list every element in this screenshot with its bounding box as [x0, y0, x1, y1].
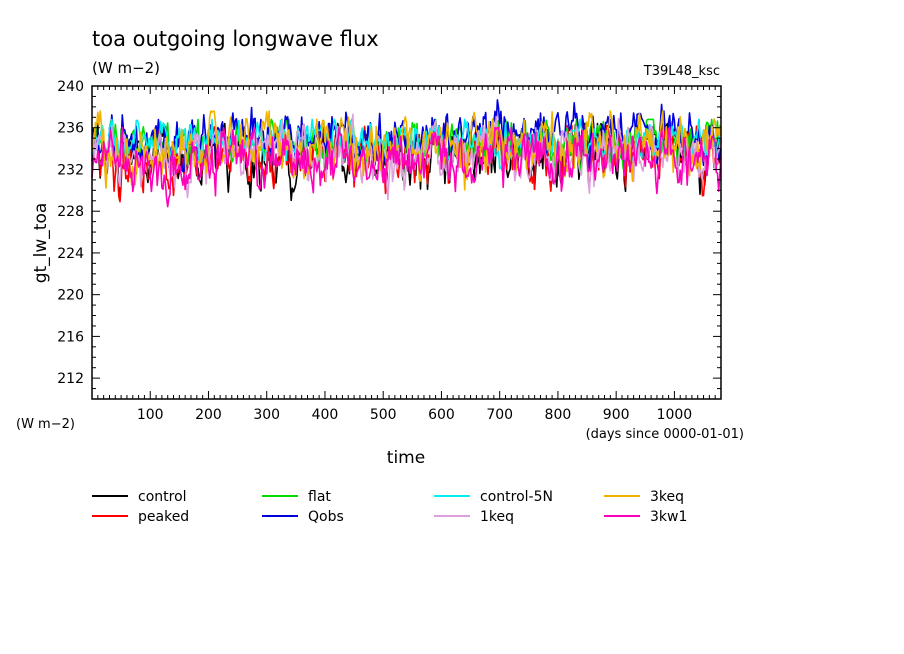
- y-tick-label: 228: [57, 204, 84, 220]
- y-unit-label: (W m−2): [16, 417, 75, 432]
- legend-item-3keq: 3keq: [604, 489, 684, 505]
- x-tick-label: 600: [428, 407, 455, 423]
- x-tick-label: 1000: [657, 407, 693, 423]
- y-tick-label: 224: [57, 246, 84, 262]
- legend-item-peaked: peaked: [92, 509, 189, 525]
- run-label: T39L48_ksc: [643, 64, 720, 79]
- x-tick-label: 500: [370, 407, 397, 423]
- legend-label: flat: [308, 489, 331, 505]
- y-tick-label: 220: [57, 288, 84, 304]
- tick-layer: 100 200 300 400 500 600 700 800 900 1000 212 216 220…: [57, 79, 722, 423]
- x-tick-label: 100: [137, 407, 164, 423]
- plot-frame: [91, 85, 722, 400]
- x-unit-label: (days since 0000-01-01): [586, 427, 744, 442]
- legend-item-control: control: [92, 489, 187, 505]
- chart-title: toa outgoing longwave flux: [92, 27, 379, 51]
- legend-label: 3kw1: [650, 509, 687, 525]
- y-axis-label: gt_lw_toa: [31, 203, 51, 284]
- series-line-3kw1: [91, 126, 722, 208]
- legend-label: peaked: [138, 509, 189, 525]
- y-tick-label: 232: [57, 162, 84, 178]
- legend-item-3kw1: 3kw1: [604, 509, 687, 525]
- legend-item-flat: flat: [262, 489, 331, 505]
- legend-label: control: [138, 489, 187, 505]
- y-tick-label: 240: [57, 79, 84, 95]
- x-tick-label: 200: [195, 407, 222, 423]
- x-tick-label: 300: [253, 407, 280, 423]
- y-tick-label: 212: [57, 371, 84, 387]
- legend-item-control-5N: control-5N: [434, 489, 553, 505]
- legend-item-1keq: 1keq: [434, 509, 514, 525]
- chart-subtitle-units: (W m−2): [92, 59, 160, 77]
- x-axis-label: time: [387, 448, 425, 468]
- y-tick-label: 216: [57, 329, 84, 345]
- legend-label: Qobs: [308, 509, 344, 525]
- legend: control peaked flat Qobs control-5N 1keq 3keq 3…: [92, 489, 687, 525]
- x-tick-label: 700: [486, 407, 513, 423]
- series-layer: [91, 99, 722, 208]
- legend-label: 3keq: [650, 489, 684, 505]
- x-tick-label: 900: [603, 407, 630, 423]
- legend-item-Qobs: Qobs: [262, 509, 344, 525]
- x-tick-label: 800: [545, 407, 572, 423]
- y-tick-label: 236: [57, 121, 84, 137]
- legend-label: control-5N: [480, 489, 553, 505]
- legend-label: 1keq: [480, 509, 514, 525]
- x-tick-label: 400: [312, 407, 339, 423]
